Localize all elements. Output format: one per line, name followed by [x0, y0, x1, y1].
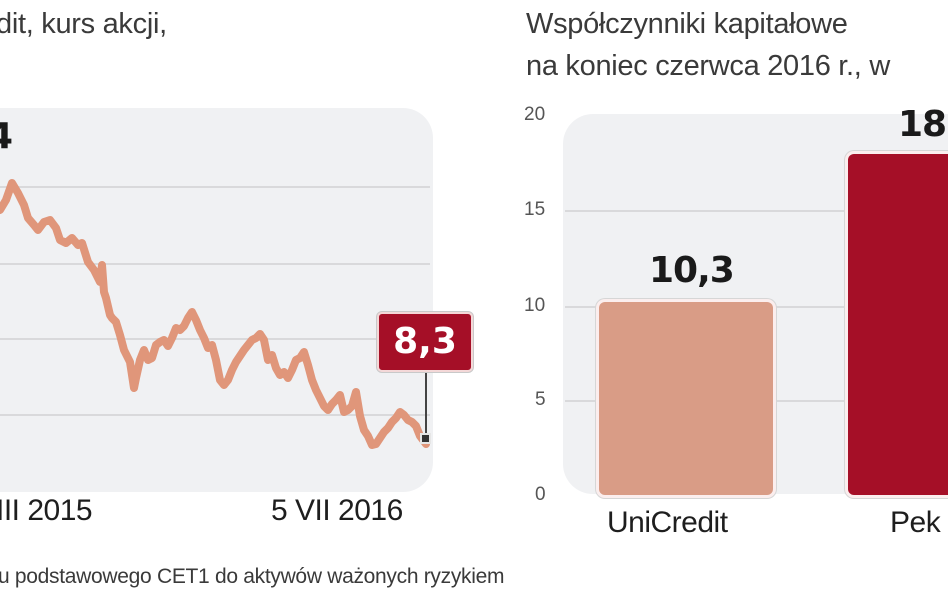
y-tick-10: 10: [524, 295, 546, 316]
bar-unicredit: [599, 302, 773, 495]
left-gridline: [0, 186, 430, 188]
y-tick-15: 15: [524, 199, 546, 220]
left-chart-title: dit, kurs akcji,: [0, 8, 167, 40]
y-tick-5: 5: [535, 389, 546, 410]
left-gridline: [0, 263, 430, 265]
bar-label-pekao: Pek: [890, 506, 941, 539]
x-label-start: III 2015: [0, 494, 93, 527]
footnote: u podstawowego CET1 do aktywów ważonych …: [0, 565, 505, 588]
bar-label-unicredit: UniCredit: [607, 506, 728, 539]
bar-value-pekao: 18,: [898, 104, 948, 145]
bar-pekao: [848, 154, 948, 495]
y-tick-0: 0: [535, 484, 546, 505]
price-line: [0, 179, 430, 449]
right-chart-title-line2: na koniec czerwca 2016 r., w: [526, 50, 890, 82]
right-gridline-15: [565, 210, 948, 212]
x-label-end: 5 VII 2016: [271, 494, 403, 527]
peak-value-label: 4: [0, 116, 13, 157]
right-chart-title-line1: Współczynniki kapitałowe: [526, 8, 848, 40]
left-gridline: [0, 414, 430, 416]
bar-value-unicredit: 10,3: [649, 250, 735, 291]
left-gridline: [0, 338, 430, 340]
y-tick-20: 20: [524, 104, 546, 125]
last-point-marker: [420, 433, 431, 444]
last-value-callout: 8,3: [377, 312, 473, 372]
